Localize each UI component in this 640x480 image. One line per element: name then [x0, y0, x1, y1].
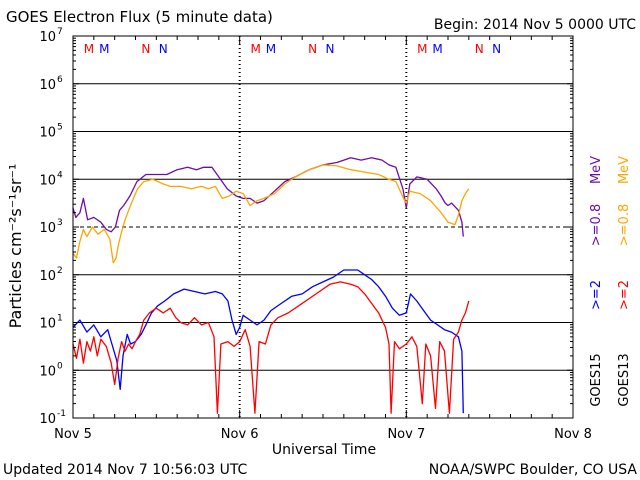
x-tick-label: Nov 8 — [554, 427, 592, 442]
legend-label: >=2 — [617, 280, 632, 310]
y-tick-exponent: 4 — [57, 170, 63, 180]
event-marker: M — [266, 42, 276, 56]
legend-label: MeV — [589, 156, 604, 184]
event-marker: N — [325, 42, 334, 56]
legend-label: MeV — [617, 156, 632, 184]
series-line — [72, 157, 464, 237]
event-marker: N — [308, 42, 317, 56]
legend-label: GOES15 — [589, 353, 604, 406]
y-tick-exponent: 5 — [57, 123, 63, 133]
y-tick-exponent: 0 — [57, 361, 63, 371]
event-marker: N — [141, 42, 150, 56]
y-tick-label: 10 — [39, 412, 56, 427]
x-tick-label: Nov 6 — [221, 427, 259, 442]
y-tick-exponent: -1 — [57, 409, 66, 419]
event-marker: M — [432, 42, 442, 56]
y-tick-exponent: 6 — [57, 75, 63, 85]
legend-label: >=2 — [589, 280, 604, 310]
event-marker: M — [417, 42, 427, 56]
series-line — [72, 281, 470, 414]
begin-label: Begin: 2014 Nov 5 0000 UTC — [434, 17, 636, 33]
y-tick-label: 10 — [39, 364, 56, 379]
x-axis-ticks: Nov 5 Nov 6 Nov 7 Nov 8 — [54, 36, 592, 442]
y-tick-label: 10 — [39, 126, 56, 141]
y-tick-label: 10 — [39, 30, 56, 45]
y-tick-exponent: 1 — [57, 314, 63, 324]
event-marker: M — [99, 42, 109, 56]
y-tick-exponent: 2 — [57, 266, 63, 276]
y-tick-label: 10 — [39, 173, 56, 188]
x-axis-label: Universal Time — [272, 442, 376, 458]
plot-frame — [72, 35, 574, 419]
credit-text: NOAA/SWPC Boulder, CO USA — [429, 462, 638, 478]
x-tick-label: Nov 7 — [387, 427, 425, 442]
event-marker: M — [84, 42, 94, 56]
event-marker: N — [475, 42, 484, 56]
right-legend: GOES15 GOES13 >=2 >=2 >=0.8 >=0.8 MeV MeV — [589, 156, 632, 407]
legend-label: >=0.8 — [589, 204, 604, 246]
series-line — [72, 164, 470, 264]
y-axis-label: Particles cm⁻²s⁻¹sr⁻¹ — [6, 164, 25, 329]
legend-label: >=0.8 — [617, 204, 632, 246]
y-tick-exponent: 3 — [57, 218, 63, 228]
event-marker: N — [492, 42, 501, 56]
event-marker: N — [159, 42, 168, 56]
chart-title: GOES Electron Flux (5 minute data) — [6, 8, 273, 26]
updated-timestamp: Updated 2014 Nov 7 10:56:03 UTC — [3, 462, 248, 478]
y-tick-label: 10 — [39, 269, 56, 284]
grid-lines — [73, 83, 573, 371]
y-tick-label: 10 — [39, 317, 56, 332]
event-marker: M — [250, 42, 260, 56]
y-tick-label: 10 — [39, 78, 56, 93]
plot-series — [72, 157, 470, 414]
y-tick-exponent: 7 — [57, 27, 63, 37]
y-tick-label: 10 — [39, 221, 56, 236]
legend-label: GOES13 — [617, 353, 632, 406]
series-line — [72, 269, 464, 414]
x-tick-label: Nov 5 — [54, 427, 92, 442]
